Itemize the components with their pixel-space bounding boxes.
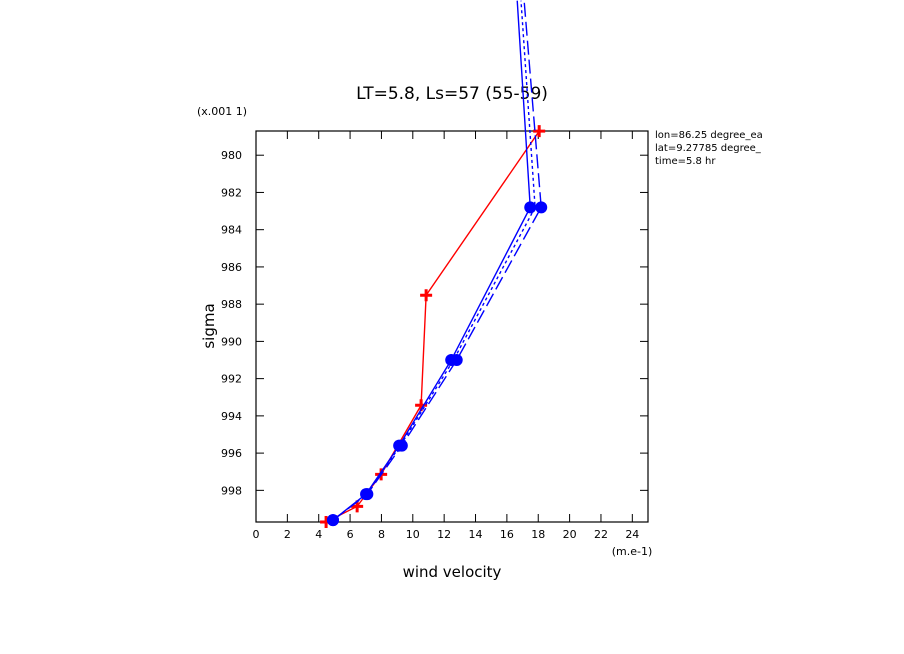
- x-tick-label: 16: [500, 528, 514, 541]
- y-tick-label: 986: [221, 261, 242, 274]
- x-tick-label: 2: [284, 528, 291, 541]
- x-tick-label: 8: [378, 528, 385, 541]
- series-line: [332, 0, 531, 521]
- y-tick-label: 992: [221, 373, 242, 386]
- x-tick-label: 12: [437, 528, 451, 541]
- point-marker: [450, 354, 463, 367]
- point-marker: [420, 289, 433, 302]
- y-tick-label: 980: [221, 149, 242, 162]
- y-tick-label: 996: [221, 447, 242, 460]
- y-tick-label: 982: [221, 186, 242, 199]
- x-tick-label: 6: [347, 528, 354, 541]
- x-tick-label: 0: [253, 528, 260, 541]
- point-marker: [535, 201, 548, 214]
- series-line: [332, 0, 542, 521]
- x-tick-label: 20: [563, 528, 577, 541]
- annotation: time=5.8 hr: [655, 156, 716, 167]
- y-tick-label: 994: [221, 410, 242, 423]
- chart-title: LT=5.8, Ls=57 (55-59): [356, 84, 548, 104]
- y-tick-label: 988: [221, 298, 242, 311]
- point-marker: [533, 125, 546, 138]
- annotation: lat=9.27785 degree_: [655, 143, 762, 154]
- y-tick-label: 998: [221, 484, 242, 497]
- x-tick-label: 14: [469, 528, 483, 541]
- y-tick-label: 984: [221, 224, 242, 237]
- x-tick-label: 4: [315, 528, 322, 541]
- annotation: lon=86.25 degree_ea: [655, 130, 763, 141]
- x-tick-label: 22: [594, 528, 608, 541]
- y-units: (x.001 1): [197, 105, 247, 118]
- x-tick-label: 10: [406, 528, 420, 541]
- x-tick-label: 18: [531, 528, 545, 541]
- annotation-mask: [780, 125, 904, 175]
- x-units: (m.e-1): [612, 545, 653, 558]
- y-tick-label: 990: [221, 335, 242, 348]
- x-axis-label: wind velocity: [403, 563, 502, 581]
- x-tick-label: 24: [625, 528, 639, 541]
- plot-frame: [255, 130, 649, 523]
- y-axis-label: sigma: [200, 303, 218, 348]
- series-line: [332, 0, 536, 521]
- point-marker: [524, 201, 537, 214]
